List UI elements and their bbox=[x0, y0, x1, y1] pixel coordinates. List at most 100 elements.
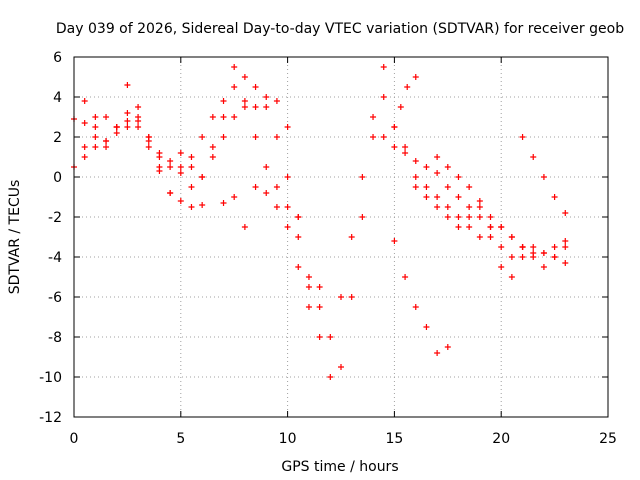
data-point bbox=[530, 254, 537, 260]
data-point bbox=[380, 134, 387, 140]
y-tick-label: -12 bbox=[39, 410, 62, 426]
series-9 bbox=[519, 134, 569, 216]
data-point bbox=[562, 244, 569, 250]
data-point bbox=[124, 110, 131, 116]
y-tick-label: 6 bbox=[53, 50, 62, 66]
data-point bbox=[348, 234, 355, 240]
x-tick-label: 0 bbox=[70, 431, 79, 447]
data-point bbox=[263, 164, 270, 170]
data-point bbox=[231, 194, 238, 200]
data-point bbox=[434, 170, 441, 176]
data-point bbox=[466, 204, 473, 210]
grid bbox=[74, 57, 608, 417]
x-tick-label: 20 bbox=[492, 431, 510, 447]
data-point bbox=[444, 164, 451, 170]
data-points bbox=[71, 64, 569, 380]
series-8 bbox=[391, 74, 419, 130]
data-point bbox=[241, 224, 248, 230]
data-point bbox=[519, 244, 526, 250]
data-point bbox=[455, 174, 462, 180]
data-point bbox=[519, 254, 526, 260]
data-point bbox=[273, 184, 280, 190]
data-point bbox=[167, 158, 174, 164]
series-7 bbox=[412, 184, 569, 270]
data-point bbox=[498, 244, 505, 250]
data-point bbox=[397, 104, 404, 110]
data-point bbox=[284, 174, 291, 180]
data-point bbox=[273, 204, 280, 210]
data-point bbox=[402, 274, 409, 280]
data-point bbox=[508, 234, 515, 240]
series-5 bbox=[391, 238, 451, 356]
data-point bbox=[487, 234, 494, 240]
data-point bbox=[113, 130, 120, 136]
data-point bbox=[455, 194, 462, 200]
data-point bbox=[81, 154, 88, 160]
data-point bbox=[231, 64, 238, 70]
data-point bbox=[188, 154, 195, 160]
data-point bbox=[327, 374, 334, 380]
data-point bbox=[412, 304, 419, 310]
data-point bbox=[177, 150, 184, 156]
data-point bbox=[124, 82, 131, 88]
data-point bbox=[316, 284, 323, 290]
data-point bbox=[444, 204, 451, 210]
data-point bbox=[81, 144, 88, 150]
data-point bbox=[199, 134, 206, 140]
data-point bbox=[305, 284, 312, 290]
data-point bbox=[434, 154, 441, 160]
data-point bbox=[220, 200, 227, 206]
data-point bbox=[284, 204, 291, 210]
data-point bbox=[135, 104, 142, 110]
data-point bbox=[135, 124, 142, 130]
data-point bbox=[103, 144, 110, 150]
data-point bbox=[476, 198, 483, 204]
series-6 bbox=[380, 134, 569, 256]
data-point bbox=[444, 214, 451, 220]
data-point bbox=[498, 224, 505, 230]
y-tick-labels: -12 -10 -8 -6 -4 -2 0 2 4 6 bbox=[39, 50, 62, 426]
data-point bbox=[81, 98, 88, 104]
data-point bbox=[188, 184, 195, 190]
y-tick-label: 0 bbox=[53, 170, 62, 186]
data-point bbox=[391, 144, 398, 150]
data-point bbox=[252, 104, 259, 110]
data-point bbox=[124, 124, 131, 130]
data-point bbox=[391, 238, 398, 244]
data-point bbox=[487, 214, 494, 220]
data-point bbox=[177, 170, 184, 176]
data-point bbox=[263, 104, 270, 110]
data-point bbox=[295, 234, 302, 240]
data-point bbox=[359, 214, 366, 220]
data-point bbox=[551, 244, 558, 250]
data-point bbox=[113, 124, 120, 130]
data-point bbox=[188, 164, 195, 170]
data-point bbox=[167, 164, 174, 170]
data-point bbox=[498, 264, 505, 270]
data-point bbox=[316, 334, 323, 340]
data-point bbox=[252, 134, 259, 140]
data-point bbox=[540, 250, 547, 256]
data-point bbox=[252, 184, 259, 190]
data-point bbox=[327, 334, 334, 340]
data-point bbox=[348, 294, 355, 300]
data-point bbox=[423, 184, 430, 190]
data-point bbox=[220, 134, 227, 140]
data-point bbox=[402, 150, 409, 156]
data-point bbox=[188, 204, 195, 210]
data-point bbox=[508, 254, 515, 260]
data-point bbox=[412, 184, 419, 190]
data-point bbox=[551, 194, 558, 200]
data-point bbox=[540, 264, 547, 270]
data-point bbox=[338, 364, 344, 370]
data-point bbox=[284, 124, 291, 130]
plot-frame bbox=[73, 56, 609, 418]
data-point bbox=[402, 144, 409, 150]
data-point bbox=[380, 64, 387, 70]
data-point bbox=[359, 174, 366, 180]
ticks bbox=[73, 56, 609, 418]
x-tick-label: 15 bbox=[385, 431, 403, 447]
data-point bbox=[273, 134, 280, 140]
series-2 bbox=[81, 64, 569, 340]
data-point bbox=[434, 204, 441, 210]
